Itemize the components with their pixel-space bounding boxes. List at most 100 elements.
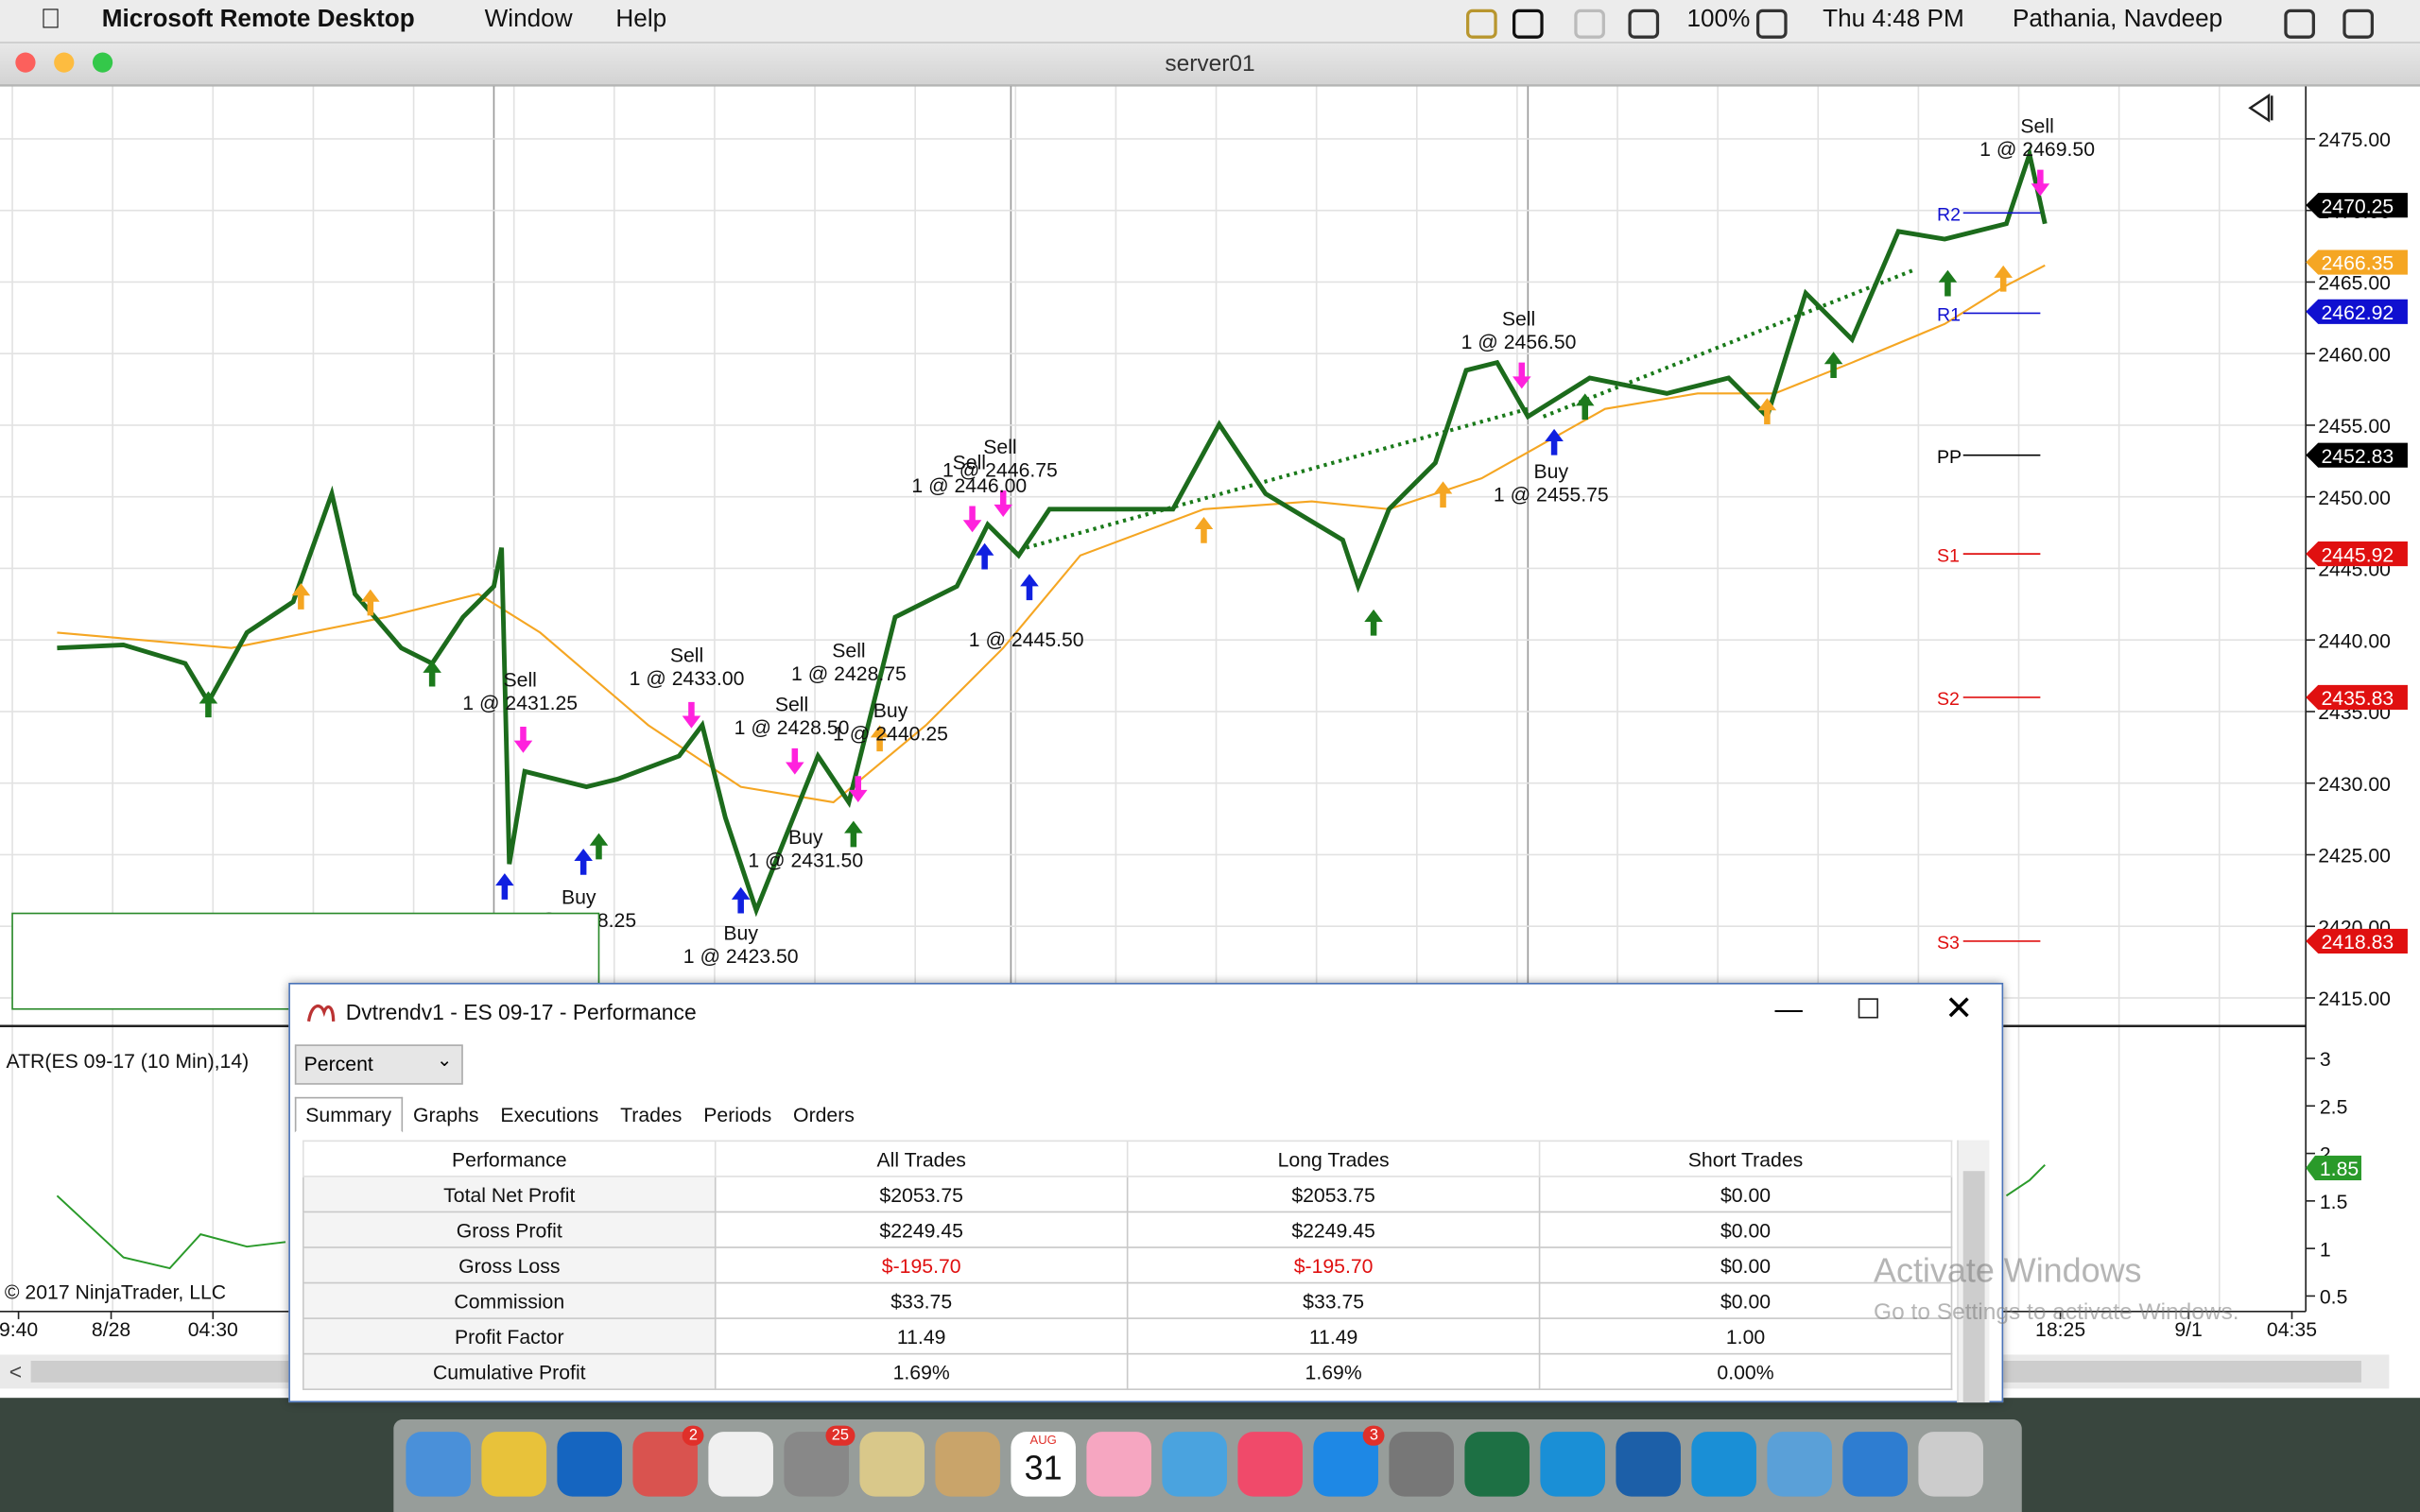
price-tag-label: 2470.25 <box>2322 196 2394 217</box>
status-icon <box>2284 9 2315 39</box>
tab[interactable]: Executions <box>500 1103 599 1126</box>
indicator-axis-label: 2 <box>2320 1144 2331 1166</box>
price-tag <box>2306 442 2408 468</box>
status-icon <box>1755 9 1788 39</box>
clock[interactable]: Thu 4:48 PM <box>1823 6 1964 33</box>
dock-icon[interactable] <box>481 1432 546 1497</box>
scroll-left[interactable]: < <box>9 1360 22 1384</box>
trade-annotation: 1 @ 2456.50 <box>1461 332 1577 353</box>
dock-icon[interactable] <box>1616 1432 1681 1497</box>
price-tag-label: 2452.83 <box>2322 446 2394 468</box>
time-label: 04:30 <box>188 1319 238 1341</box>
metric-cell: Gross Profit <box>302 1211 717 1248</box>
tab[interactable]: Summary <box>294 1096 403 1133</box>
buy-arrow <box>975 542 994 570</box>
time-label: 9/1 <box>2174 1319 2203 1341</box>
signal-arrow <box>1824 352 1843 378</box>
status-icon <box>1512 9 1544 39</box>
dock-icon[interactable] <box>1767 1432 1832 1497</box>
dock-icon[interactable] <box>859 1432 925 1497</box>
price-tag <box>2306 684 2408 711</box>
calendar-day: 31 <box>1024 1449 1063 1487</box>
price-label: 2475.00 <box>2318 129 2391 151</box>
dock-icon[interactable] <box>557 1432 622 1497</box>
indicator-axis-label: 1 <box>2320 1239 2331 1261</box>
value-cell: $0.00 <box>1538 1246 1953 1284</box>
moving-average <box>57 264 2046 804</box>
menu-item[interactable]: Window <box>484 6 573 33</box>
sell-arrow <box>786 747 804 775</box>
dock-icon[interactable]: 25 <box>784 1425 856 1497</box>
buy-arrow <box>1020 574 1039 601</box>
dock-icon[interactable] <box>1086 1432 1151 1497</box>
dock-badge: 25 <box>825 1425 856 1446</box>
trade-annotation: 1 @ 2431.50 <box>748 850 863 872</box>
price-label: 2415.00 <box>2318 988 2391 1010</box>
pivot-label: S2 <box>1937 689 1960 710</box>
dock: 2 25 AUG 31 3 <box>393 1419 2022 1512</box>
play-icon[interactable] <box>2248 93 2273 123</box>
mode-value: Percent <box>303 1052 373 1075</box>
dock-icon[interactable] <box>1918 1432 1983 1497</box>
trade-annotation: 1 @ 2446.00 <box>911 475 1027 497</box>
dock-icon[interactable]: 2 <box>632 1425 704 1497</box>
metric-cell: Commission <box>302 1281 717 1319</box>
value-cell: 1.00 <box>1538 1317 1953 1355</box>
dock-icon[interactable] <box>1842 1432 1908 1497</box>
dock-icon[interactable] <box>1540 1432 1605 1497</box>
indicator-axis-label: 1.5 <box>2320 1192 2348 1213</box>
dock-icon[interactable] <box>708 1432 773 1497</box>
tab[interactable]: Periods <box>703 1103 772 1126</box>
signal-arrows <box>199 169 2050 914</box>
value-cell: $33.75 <box>1126 1281 1541 1319</box>
minimize-button[interactable] <box>54 52 75 73</box>
sell-arrow <box>682 701 701 729</box>
trade-annotation: Buy <box>788 827 823 849</box>
close[interactable]: ✕ <box>1945 988 1974 1028</box>
price-tag <box>2306 193 2408 218</box>
dock-icon[interactable] <box>1464 1432 1530 1497</box>
signal-arrow <box>291 583 311 610</box>
signal-arrow <box>199 691 218 718</box>
dock-icon[interactable]: AUG 31 <box>1011 1432 1076 1497</box>
dock-icon[interactable] <box>1237 1432 1303 1497</box>
zoom-button[interactable] <box>92 52 113 73</box>
tab[interactable]: Trades <box>620 1103 683 1126</box>
signal-arrow <box>1433 481 1453 508</box>
v-scrollbar[interactable] <box>1957 1140 1990 1403</box>
close-button[interactable] <box>15 52 36 73</box>
buy-arrow <box>495 873 514 900</box>
dock-icon[interactable] <box>1389 1432 1454 1497</box>
price-label: 2460.00 <box>2318 344 2391 366</box>
tab[interactable]: Graphs <box>412 1103 479 1126</box>
tab[interactable]: Orders <box>793 1103 855 1126</box>
pivot-label: S3 <box>1937 933 1960 954</box>
indicator-axis-label: 0.5 <box>2320 1287 2348 1309</box>
dock-icon[interactable]: 3 <box>1313 1425 1385 1497</box>
maximize[interactable] <box>1858 998 1878 1019</box>
dock-icon[interactable] <box>1162 1432 1227 1497</box>
price-tag <box>2306 299 2408 324</box>
minimize[interactable]: — <box>1774 993 1803 1025</box>
dock-icon[interactable] <box>935 1432 1000 1497</box>
sell-arrow <box>513 726 533 753</box>
price-tag <box>2306 541 2408 567</box>
sell-arrow <box>994 490 1013 517</box>
buy-arrow <box>1545 428 1564 455</box>
value-cell: 11.49 <box>1126 1317 1541 1355</box>
trade-annotation: 1 @ 2446.75 <box>942 459 1058 481</box>
app-menu[interactable]: Microsoft Remote Desktop <box>101 6 415 33</box>
dock-icon[interactable] <box>1691 1432 1756 1497</box>
buy-arrow <box>574 848 593 875</box>
trade-annotation: Buy <box>562 887 596 909</box>
price-label: 2440.00 <box>2318 630 2391 652</box>
dock-icon[interactable] <box>406 1432 471 1497</box>
value-cell: $0.00 <box>1538 1176 1953 1213</box>
sell-arrow <box>848 776 868 802</box>
trade-annotation: 1 @ 2469.50 <box>1979 139 2095 161</box>
apple-menu[interactable]:  <box>40 3 60 35</box>
user[interactable]: Pathania, Navdeep <box>2012 6 2223 33</box>
mode-dropdown[interactable]: Percent ⌄ <box>294 1044 463 1085</box>
menu-item[interactable]: Help <box>615 6 667 33</box>
